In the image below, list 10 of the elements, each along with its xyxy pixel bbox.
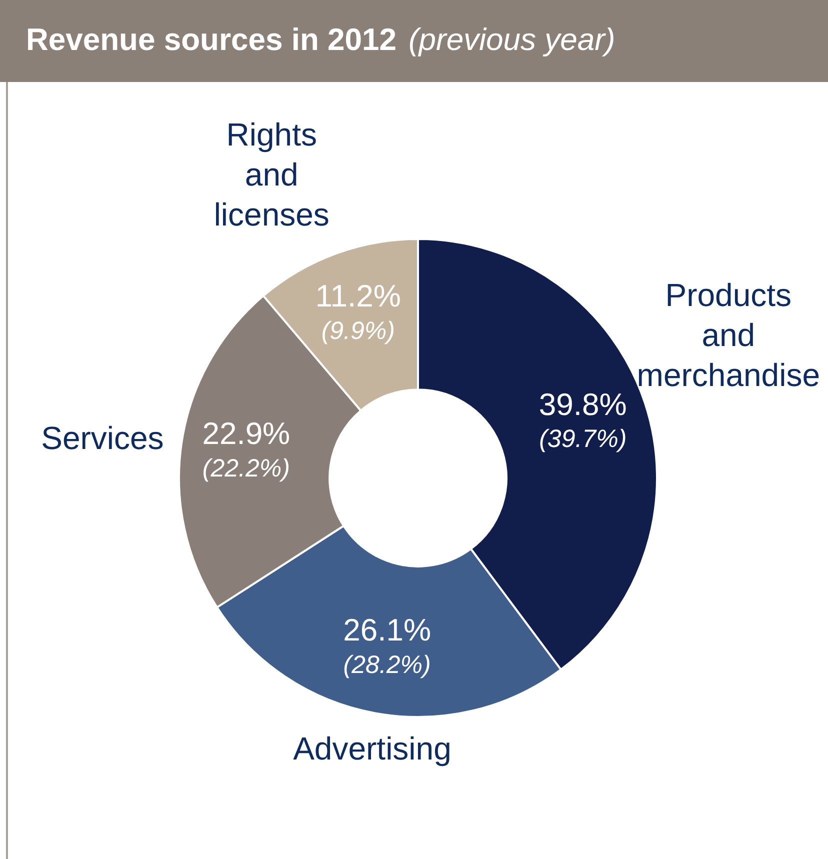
chart-title: Revenue sources in 2012 <box>26 22 396 57</box>
slice-label: Advertising <box>293 730 452 767</box>
data-label: 39.8% (39.7%) <box>538 386 627 454</box>
data-label: 26.1% (28.2%) <box>343 612 432 679</box>
slice-label: Rights and licenses <box>214 116 330 233</box>
chart-subtitle: (previous year) <box>408 22 616 57</box>
data-label: 11.2% (9.9%) <box>315 278 401 345</box>
data-label: 22.9% (22.2%) <box>202 416 290 482</box>
slice-label: Products and merchandise <box>636 276 820 393</box>
slice-label: Services <box>41 420 164 456</box>
